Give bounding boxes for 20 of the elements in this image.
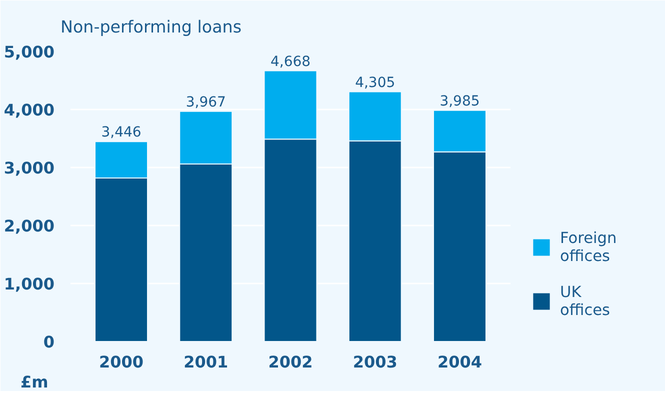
y-tick-label: 0 (43, 332, 55, 352)
x-tick-label: 2004 (437, 352, 482, 372)
total-label: 3,967 (186, 94, 226, 110)
total-label: 4,305 (355, 74, 396, 91)
total-label: 3,985 (440, 93, 480, 110)
y-tick-label: 4,000 (4, 100, 54, 120)
y-tick-label: 2,000 (4, 216, 54, 236)
y-axis-title: £m (20, 372, 48, 392)
legend-label: UK offices (560, 282, 612, 321)
x-tick-label: 2002 (268, 352, 313, 372)
chart-title: Non-performing loans (60, 18, 242, 36)
legend-label: Foreign offices (560, 228, 618, 267)
total-label: 4,668 (270, 54, 311, 70)
y-tick-label: 3,000 (4, 158, 54, 178)
x-tick-label: 2001 (184, 352, 228, 372)
y-tick-label: 5,000 (4, 42, 54, 62)
total-label: 3,446 (101, 124, 142, 141)
x-tick-label: 2000 (99, 352, 144, 372)
x-tick-label: 2003 (352, 352, 398, 372)
y-tick-label: 1,000 (4, 274, 54, 294)
